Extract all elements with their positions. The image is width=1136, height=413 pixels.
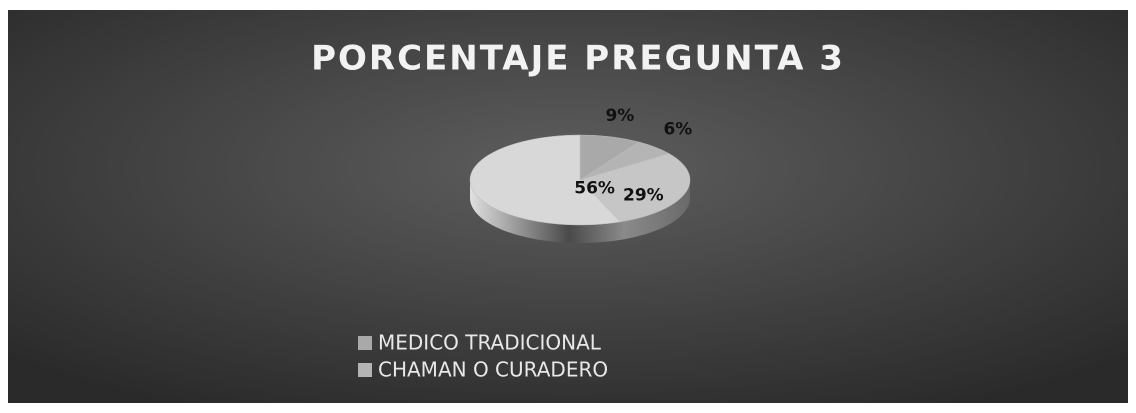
data-label: 29% (623, 186, 664, 206)
chart-title: PORCENTAJE PREGUNTA 3 (311, 39, 845, 79)
legend-label: CHAMAN O CURADERO (378, 358, 608, 382)
data-label: 6% (663, 119, 692, 139)
legend-swatch (358, 336, 372, 350)
pie-side (470, 180, 690, 243)
legend-swatch (358, 363, 372, 377)
pie-slice (469, 134, 622, 226)
data-label: 9% (605, 106, 634, 126)
data-label: 56% (574, 178, 615, 198)
pie-slice (579, 153, 691, 223)
legend-label: MEDICO TRADICIONAL (378, 331, 602, 355)
